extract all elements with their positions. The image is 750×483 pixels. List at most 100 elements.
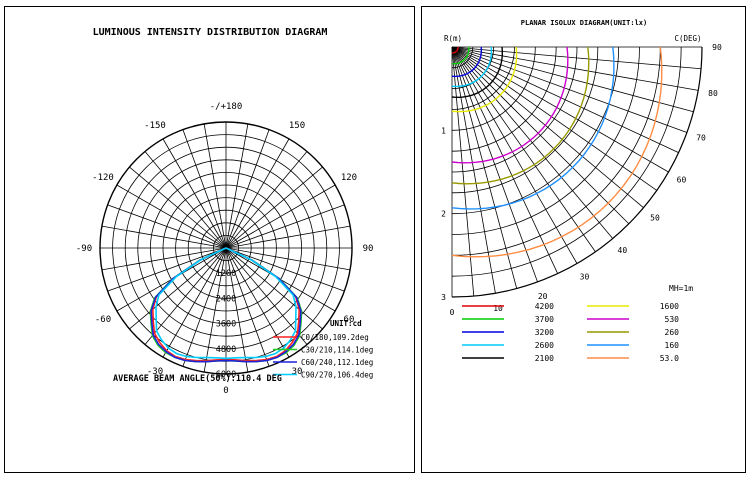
isolux-contour-7 bbox=[451, 46, 590, 185]
grid-spoke bbox=[225, 247, 351, 271]
grid-spoke bbox=[144, 151, 227, 249]
grid-spoke bbox=[225, 247, 308, 345]
angle-tick: 30 bbox=[580, 272, 590, 281]
isolux-legend-label-4: 2100 bbox=[535, 354, 554, 363]
isolux-legend-label-2: 3200 bbox=[535, 328, 554, 337]
grid-spoke bbox=[225, 123, 249, 249]
angle-tick-label: 90 bbox=[363, 244, 374, 254]
angle-tick: 50 bbox=[650, 213, 660, 222]
grid-spoke bbox=[225, 184, 336, 249]
angle-axis-label: C(DEG) bbox=[674, 34, 701, 43]
grid-spoke bbox=[203, 123, 227, 249]
isolux-contour-5 bbox=[451, 46, 518, 113]
radial-tick-label: 1200 bbox=[216, 269, 236, 279]
isolux-title: PLANAR ISOLUX DIAGRAM(UNIT:lx) bbox=[521, 19, 647, 27]
angle-tick-label: -30 bbox=[147, 367, 163, 377]
isolux-contour-6 bbox=[451, 46, 569, 164]
isolux-legend-label-5: 1600 bbox=[660, 302, 679, 311]
grid-spoke bbox=[162, 247, 227, 358]
angle-tick-label: -90 bbox=[76, 244, 92, 254]
isolux-chart: PLANAR ISOLUX DIAGRAM(UNIT:lx) R(m) C(DE… bbox=[441, 19, 722, 363]
grid-spoke bbox=[225, 151, 308, 249]
grid-spoke bbox=[107, 247, 227, 292]
radial-tick-label: 3600 bbox=[216, 320, 236, 330]
grid-spoke bbox=[225, 204, 345, 249]
angle-tick-label: -120 bbox=[92, 173, 114, 183]
angle-tick: 20 bbox=[538, 292, 548, 301]
isolux-panel: PLANAR ISOLUX DIAGRAM(UNIT:lx) R(m) C(DE… bbox=[421, 6, 746, 473]
radial-tick-label: 6000 bbox=[216, 370, 236, 380]
isolux-legend-label-7: 260 bbox=[665, 328, 680, 337]
isolux-contour-9 bbox=[451, 46, 663, 258]
legend-label-3: C90/270,106.4deg bbox=[301, 371, 373, 380]
grid-spoke bbox=[225, 247, 345, 292]
angle-tick: 60 bbox=[677, 176, 687, 185]
unit-label: UNIT:cd bbox=[330, 319, 362, 328]
isolux-legend-label-1: 3700 bbox=[535, 315, 554, 324]
isolux-spoke bbox=[451, 46, 559, 274]
isolux-spoke bbox=[451, 46, 679, 154]
angle-tick: 0 bbox=[450, 308, 455, 317]
isolux-ring bbox=[451, 46, 703, 298]
grid-spoke bbox=[182, 129, 227, 249]
isolux-spoke bbox=[451, 46, 688, 133]
isolux-legend-label-8: 160 bbox=[665, 341, 680, 350]
grid-spoke bbox=[203, 247, 227, 373]
grid-spoke bbox=[225, 247, 249, 373]
isolux-legend-label-9: 53.0 bbox=[660, 354, 679, 363]
grid-spoke bbox=[144, 247, 227, 345]
grid-spoke bbox=[225, 166, 323, 249]
grid-spoke bbox=[101, 225, 227, 249]
grid-spoke bbox=[225, 247, 290, 358]
intensity-curve-0 bbox=[151, 247, 301, 362]
radial-tick-label: 2400 bbox=[216, 294, 236, 304]
grid-spoke bbox=[225, 138, 290, 249]
isolux-spoke bbox=[451, 46, 694, 113]
legend-label-0: C0/180,109.2deg bbox=[301, 333, 369, 342]
isolux-spoke bbox=[451, 46, 475, 297]
angle-tick-label: -/+180 bbox=[210, 102, 243, 112]
isolux-contour-8 bbox=[451, 46, 615, 210]
grid-spoke bbox=[225, 247, 323, 330]
isolux-contour-1 bbox=[452, 47, 470, 65]
radial-tick: 2 bbox=[441, 210, 446, 219]
angle-tick: 70 bbox=[696, 134, 706, 143]
isolux-legend-label-0: 4200 bbox=[535, 302, 554, 311]
radial-tick: 1 bbox=[441, 126, 446, 135]
isolux-contour-0 bbox=[451, 46, 459, 54]
grid-spoke bbox=[162, 138, 227, 249]
isolux-spoke bbox=[451, 46, 699, 91]
beam-angle-label: AVERAGE BEAM ANGLE(50%):110.4 DEG bbox=[113, 374, 282, 384]
grid-spoke bbox=[225, 247, 270, 367]
radial-tick-label: 4800 bbox=[216, 345, 236, 355]
angle-tick-label: 150 bbox=[289, 121, 305, 131]
angle-tick: 80 bbox=[708, 89, 718, 98]
grid-spoke bbox=[129, 247, 227, 330]
grid-spoke bbox=[129, 166, 227, 249]
intensity-curve-2 bbox=[150, 247, 302, 363]
grid-spoke bbox=[107, 204, 227, 249]
isolux-contour-2 bbox=[451, 46, 483, 78]
isolux-spoke bbox=[451, 46, 702, 70]
grid-spoke bbox=[116, 184, 227, 249]
radial-tick: 3 bbox=[441, 293, 446, 302]
isolux-legend-label-6: 530 bbox=[665, 315, 680, 324]
radial-axis-label: R(m) bbox=[444, 34, 462, 43]
intensity-curve-3 bbox=[155, 247, 297, 360]
mh-label: MH=1m bbox=[669, 284, 693, 293]
legend-label-1: C30/210,114.1deg bbox=[301, 346, 373, 355]
intensity-chart: LUMINOUS INTENSITY DISTRIBUTION DIAGRAM … bbox=[76, 27, 374, 396]
legend-label-2: C60/240,112.1deg bbox=[301, 358, 373, 367]
grid-spoke bbox=[182, 247, 227, 367]
grid-spoke bbox=[225, 129, 270, 249]
isolux-spoke bbox=[451, 46, 518, 289]
angle-tick-label: 30 bbox=[292, 367, 303, 377]
angle-tick: 90 bbox=[712, 43, 722, 52]
angle-tick: 10 bbox=[493, 304, 503, 313]
intensity-panel: LUMINOUS INTENSITY DISTRIBUTION DIAGRAM … bbox=[4, 6, 415, 473]
isolux-spoke bbox=[451, 46, 496, 294]
angle-tick-label: -60 bbox=[95, 315, 111, 325]
angle-tick: 40 bbox=[618, 246, 628, 255]
isolux-spoke bbox=[451, 46, 538, 283]
intensity-title: LUMINOUS INTENSITY DISTRIBUTION DIAGRAM bbox=[93, 27, 328, 38]
